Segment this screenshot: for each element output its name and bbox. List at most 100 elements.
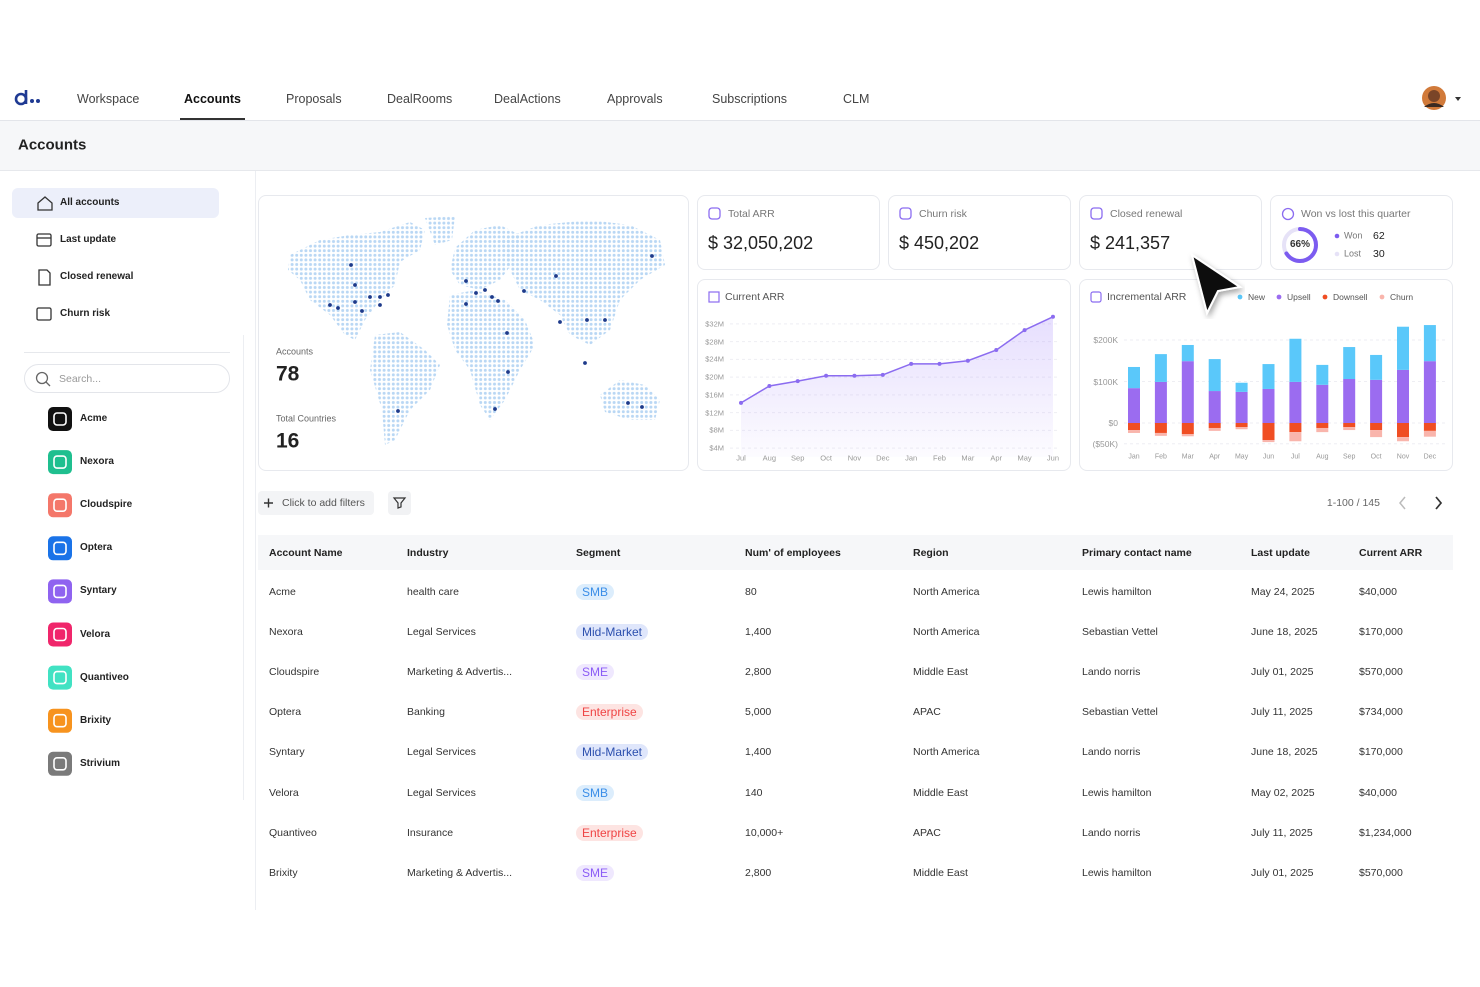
legend-dot [1334,233,1340,239]
map-marker [336,306,340,310]
account-logo [48,751,72,776]
logo[interactable] [14,90,40,106]
account-name-cell[interactable]: Quantiveo [269,826,317,839]
x-tick-label: Mar [961,453,975,463]
account-name-cell[interactable]: Acme [269,585,296,598]
y-tick-label: $200K [1093,334,1118,345]
legend-dot [1237,294,1243,300]
table-cell: Middle East [913,866,968,879]
nav-item[interactable]: Accounts [184,91,241,106]
search-box[interactable] [24,364,230,393]
account-name-cell[interactable]: Syntary [269,746,305,759]
nav-item[interactable]: DealActions [494,91,561,106]
account-item[interactable]: Optera [80,542,113,554]
filter-button-label[interactable]: Click to add filters [282,496,365,509]
filter-icon-button[interactable] [388,491,411,515]
account-name-cell[interactable]: Optera [269,706,302,719]
avatar[interactable] [1422,86,1446,110]
nav-item[interactable]: Subscriptions [712,91,788,106]
account-logo-glyph [53,541,67,556]
table-cell: Middle East [913,786,968,799]
table-cell: Middle East [913,665,968,678]
account-logo [48,708,72,733]
account-item[interactable]: Cloudspire [80,499,133,511]
view-item[interactable]: Churn risk [60,308,111,319]
x-tick-label: Feb [933,453,946,463]
nav-item[interactable]: Proposals [286,91,342,106]
page-title: Accounts [18,136,87,154]
account-name-cell[interactable]: Velora [269,786,299,799]
map-marker [626,401,630,405]
table-cell: June 18, 2025 [1251,746,1318,759]
table-cell: 5,000 [745,706,772,719]
segment-pill: Mid-Market [576,744,649,761]
point [965,358,970,363]
account-item[interactable]: Velora [80,628,111,640]
bar-segment [1289,432,1302,442]
account-name-cell[interactable]: Cloudspire [269,665,320,678]
account-logo [48,450,72,475]
table-cell: 1,400 [745,625,772,638]
account-logo-glyph [53,498,67,513]
account-item[interactable]: Brixity [80,714,112,726]
chart-icon [1090,291,1102,303]
next-page[interactable] [1435,496,1443,510]
nav-item[interactable]: DealRooms [387,91,453,106]
view-item[interactable]: Last update [60,234,117,245]
x-tick-label: Mar [1181,453,1194,461]
map-marker [353,300,357,304]
map-marker [349,263,353,267]
account-name-cell[interactable]: Brixity [269,866,298,879]
account-name-cell[interactable]: Nexora [269,625,303,638]
account-logo-glyph [53,756,67,771]
stat-label: Accounts [276,346,314,357]
table-cell: 1,400 [745,746,772,759]
bar-segment [1262,388,1275,423]
search-placeholder[interactable]: Search... [59,372,102,385]
legend-value: 30 [1373,247,1385,260]
nav-item[interactable]: Workspace [77,91,140,106]
prev-page[interactable] [1399,496,1406,510]
table-cell: July 01, 2025 [1251,866,1314,879]
account-item[interactable]: Syntary [80,585,117,597]
x-tick-label: Oct [820,453,832,463]
y-tick-label: $100K [1093,376,1118,387]
account-item[interactable]: Quantiveo [80,671,129,683]
map-marker [464,302,468,306]
caret[interactable] [1455,97,1461,101]
account-logo [48,493,72,518]
filter-button[interactable] [258,491,374,515]
account-logo-glyph [53,713,67,728]
map-marker [396,409,400,413]
bar-segment [1181,344,1194,362]
y-tick-label: $0 [1108,417,1118,428]
kpi-icon [708,207,721,220]
x-tick-label: Sep [791,453,805,463]
account-item[interactable]: Strivium [80,757,121,769]
kpi-icon [899,207,912,220]
view-item[interactable]: Closed renewal [60,271,134,282]
account-item[interactable]: Nexora [80,456,114,468]
account-logo-glyph [53,412,67,426]
map-marker [353,283,357,287]
bar-segment [1262,440,1275,443]
bar-segment [1316,423,1329,428]
table-cell: Insurance [407,826,454,839]
account-item[interactable]: Acme [80,413,108,424]
x-tick-label: Nov [1396,453,1410,461]
x-tick-label: Jul [736,453,746,463]
map-marker [360,309,364,313]
map-marker [378,303,382,307]
bar-segment [1343,423,1356,428]
nav-item[interactable]: Approvals [607,91,663,106]
nav-item[interactable]: CLM [843,91,870,106]
legend-label: New [1248,291,1266,302]
map-marker [368,295,372,299]
view-item[interactable]: All accounts [60,197,120,208]
table-cell: $170,000 [1359,746,1403,759]
table-cell: Marketing & Advertis... [407,866,513,879]
map-marker [506,370,510,374]
segment-pill: SMB [576,784,615,801]
x-tick-label: Jun [1046,453,1059,463]
